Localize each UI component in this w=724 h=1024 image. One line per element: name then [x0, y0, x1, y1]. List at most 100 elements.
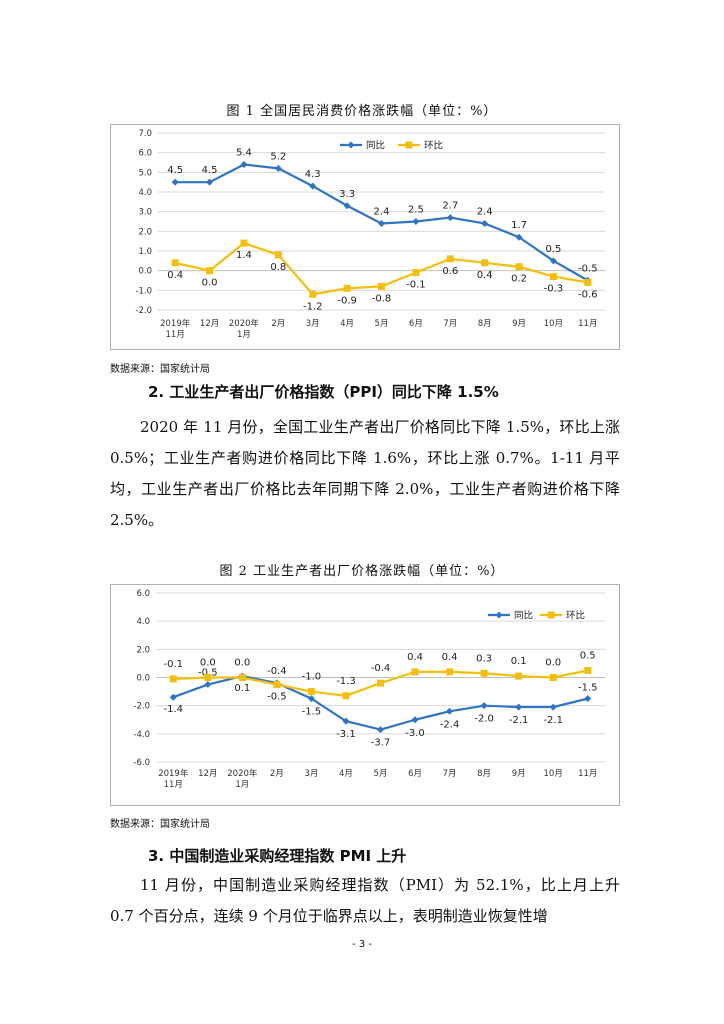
data-point	[446, 668, 454, 676]
data-label: -1.5	[302, 707, 322, 718]
data-label: -0.4	[371, 663, 391, 674]
x-tick-label: 5月	[375, 319, 389, 329]
data-label: 2.5	[408, 205, 424, 216]
data-label: 0.0	[545, 658, 561, 669]
y-tick-label: 7.0	[138, 129, 152, 139]
data-label: -1.2	[303, 301, 323, 312]
data-label: -3.1	[336, 729, 356, 740]
data-point	[307, 695, 315, 703]
section3-paragraph: 11 月份，中国制造业采购经理指数（PMI）为 52.1%，比上月上升 0.7 …	[110, 876, 620, 925]
x-tick-label: 2月	[271, 319, 285, 329]
x-tick-label: 8月	[478, 319, 492, 329]
x-tick-label: 2019年	[158, 768, 189, 779]
x-tick-label: 4月	[340, 319, 354, 329]
data-point	[549, 674, 557, 681]
data-point	[342, 692, 350, 700]
data-point	[204, 681, 212, 689]
x-tick-label: 11月	[578, 319, 597, 329]
data-label: 3.3	[339, 189, 355, 200]
data-label: 0.1	[511, 656, 527, 667]
x-tick-label: 11月	[164, 780, 183, 790]
data-point	[446, 255, 454, 263]
data-label: 1.4	[236, 250, 252, 261]
data-point	[274, 164, 282, 172]
data-label: -3.0	[405, 728, 425, 739]
data-label: 4.3	[305, 169, 321, 180]
data-point	[343, 284, 351, 292]
x-tick-label: 10月	[544, 319, 563, 329]
legend-label: 同比	[514, 610, 533, 622]
figure1-caption: 图 1 全国居民消费价格涨跌幅（单位：%）	[226, 104, 498, 119]
data-point	[169, 693, 177, 701]
figure2-caption: 图 2 工业生产者出厂价格涨跌幅（单位：%）	[219, 564, 505, 579]
data-label: 0.5	[545, 244, 561, 255]
x-tick-label: 11月	[166, 330, 185, 340]
data-point	[480, 669, 488, 677]
y-tick-label: 3.0	[138, 208, 152, 218]
data-label: 4.5	[167, 165, 183, 176]
data-point	[169, 675, 177, 683]
data-label: 1.7	[511, 220, 527, 231]
data-label: 0.4	[167, 270, 183, 281]
y-tick-label: 0.0	[138, 267, 152, 277]
data-label: 2.7	[442, 201, 458, 212]
legend-marker	[405, 141, 413, 149]
y-tick-label: 2.0	[138, 227, 152, 237]
legend-marker	[547, 611, 555, 619]
x-tick-label: 6月	[409, 319, 423, 329]
data-point	[481, 259, 489, 267]
data-point	[515, 703, 523, 711]
y-tick-label: -2.0	[135, 306, 152, 316]
data-point	[171, 178, 179, 186]
data-label: 0.0	[202, 278, 218, 289]
data-label: 0.1	[234, 683, 250, 694]
data-label: 2.4	[374, 206, 390, 217]
data-point	[274, 251, 282, 259]
data-label: -3.7	[371, 738, 391, 749]
data-label: 4.5	[202, 165, 218, 176]
x-tick-label: 2019年	[160, 318, 191, 329]
x-tick-label: 10月	[544, 769, 563, 779]
legend-marker	[495, 611, 503, 619]
data-point	[238, 674, 246, 681]
x-tick-label: 2020年	[229, 318, 260, 329]
y-tick-label: 0.0	[136, 674, 150, 684]
data-point	[309, 290, 317, 298]
y-tick-label: -2.0	[133, 702, 150, 712]
data-label: -1.0	[302, 672, 322, 683]
x-tick-label: 1月	[237, 330, 251, 340]
y-tick-label: 5.0	[138, 168, 152, 178]
data-label: -0.5	[198, 668, 218, 679]
legend-label: 环比	[424, 140, 443, 152]
section2-heading: 2. 工业生产者出厂价格指数（PPI）同比下降 1.5%	[148, 383, 499, 401]
data-label: 0.5	[580, 650, 596, 661]
data-point	[412, 269, 420, 277]
y-tick-label: 6.0	[138, 149, 152, 159]
data-point	[378, 219, 385, 227]
data-label: 0.3	[476, 653, 492, 664]
data-point	[549, 703, 557, 711]
data-point	[515, 672, 523, 680]
data-point	[549, 273, 557, 281]
page-number: - 3 -	[352, 939, 372, 950]
data-point	[515, 233, 523, 241]
data-point	[377, 726, 384, 734]
x-tick-label: 6月	[408, 769, 422, 779]
x-tick-label: 9月	[512, 769, 526, 779]
data-point	[481, 219, 489, 227]
data-point	[171, 259, 179, 267]
legend-label: 环比	[566, 610, 585, 622]
legend-label: 同比	[366, 140, 385, 152]
x-tick-label: 7月	[443, 319, 457, 329]
x-tick-label: 5月	[374, 769, 388, 779]
data-point	[309, 182, 317, 190]
y-tick-label: 2.0	[136, 645, 150, 655]
data-point	[446, 707, 454, 715]
legend-marker	[347, 141, 355, 149]
x-tick-label: 7月	[443, 769, 457, 779]
data-label: 0.8	[270, 262, 286, 273]
data-label: -0.6	[578, 289, 598, 300]
data-label: -1.5	[578, 683, 598, 694]
data-point	[515, 263, 523, 271]
